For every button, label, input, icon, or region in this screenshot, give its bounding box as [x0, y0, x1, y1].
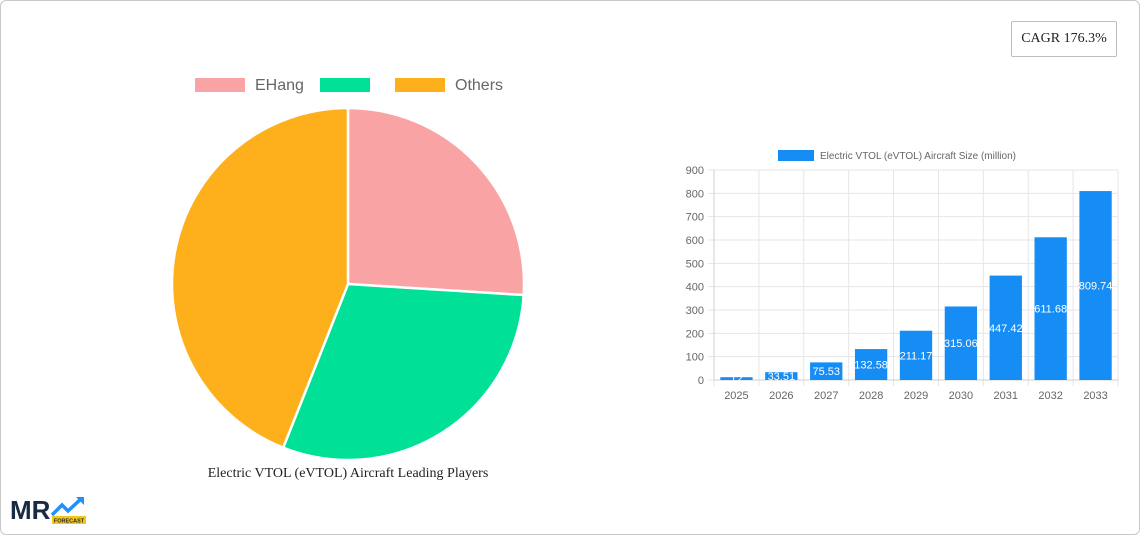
y-tick-label: 700: [686, 212, 704, 224]
legend-swatch-2[interactable]: [395, 78, 445, 92]
legend-label-2[interactable]: Others: [455, 77, 503, 94]
bar-value-label: 33.51: [768, 371, 796, 383]
bar-value-label: 75.53: [812, 366, 840, 378]
y-tick-label: 500: [686, 258, 704, 270]
y-tick-label: 600: [686, 235, 704, 247]
bar-2025[interactable]: [720, 377, 753, 380]
y-tick-label: 800: [686, 188, 704, 200]
y-tick-label: 200: [686, 328, 704, 340]
cagr-badge: CAGR 176.3%: [1011, 21, 1117, 57]
bar-value-label: 809.74: [1079, 281, 1113, 293]
x-tick-label: 2026: [769, 390, 793, 402]
bar-2027[interactable]: [810, 362, 843, 380]
logo-arrow-icon: [50, 496, 84, 517]
bar-value-label: 132.58: [854, 360, 888, 372]
x-tick-label: 2025: [724, 390, 748, 402]
legend-label-0[interactable]: EHang: [255, 77, 304, 94]
pie-slice-0[interactable]: [346, 106, 526, 297]
bar-legend-swatch[interactable]: [778, 150, 814, 161]
bar-legend-label[interactable]: Electric VTOL (eVTOL) Aircraft Size (mil…: [820, 151, 1016, 162]
bar-2032[interactable]: [1034, 237, 1067, 380]
x-tick-label: 2030: [949, 390, 973, 402]
cagr-label: CAGR 176.3%: [1021, 31, 1107, 46]
legend-swatch-0[interactable]: [195, 78, 245, 92]
y-tick-label: 400: [686, 282, 704, 294]
x-tick-label: 2031: [994, 390, 1018, 402]
logo-mark-text: MR: [10, 495, 51, 525]
legend-swatch-1[interactable]: [320, 78, 370, 92]
mr-forecast-logo: MR FORECAST: [10, 495, 86, 525]
bar-2031[interactable]: [989, 275, 1022, 380]
bar-2028[interactable]: [854, 349, 888, 380]
pie-chart: EHang Others: [170, 77, 526, 462]
bar-value-label: 315.06: [944, 338, 978, 350]
y-tick-label: 100: [686, 352, 704, 364]
bar-2026[interactable]: [765, 372, 798, 380]
y-tick-label: 300: [686, 305, 704, 317]
logo-subtext: FORECAST: [54, 519, 85, 525]
y-tick-label: 900: [686, 165, 704, 177]
bar-value-label: 611.68: [1034, 304, 1067, 316]
y-tick-label: 0: [698, 375, 704, 387]
pie-slice-1[interactable]: [281, 282, 525, 462]
bar-2029[interactable]: [899, 330, 933, 380]
x-tick-label: 2029: [904, 390, 928, 402]
bar-value-label: 211.17: [900, 350, 933, 362]
bar-value-label: 12: [730, 374, 742, 386]
bar-value-label: 447.42: [989, 323, 1023, 335]
x-tick-label: 2033: [1083, 390, 1107, 402]
pie-slice-2[interactable]: [170, 106, 350, 450]
x-tick-label: 2032: [1038, 390, 1062, 402]
bar-chart: Electric VTOL (eVTOL) Aircraft Size (mil…: [686, 150, 1119, 402]
bar-2030[interactable]: [944, 306, 978, 380]
pie-chart-caption: Electric VTOL (eVTOL) Aircraft Leading P…: [207, 466, 489, 481]
bar-2033[interactable]: [1079, 191, 1112, 380]
x-tick-label: 2027: [814, 390, 838, 402]
x-tick-label: 2028: [859, 390, 883, 402]
